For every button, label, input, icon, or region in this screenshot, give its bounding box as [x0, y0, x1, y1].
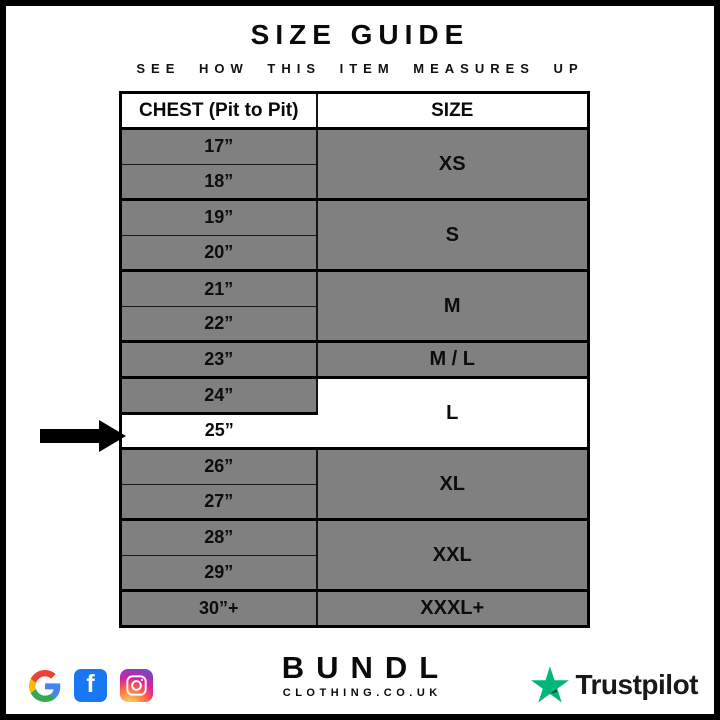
instagram-icon[interactable] [120, 669, 153, 702]
size-cell: XXXL+ [316, 590, 589, 628]
size-cell: XS [316, 128, 589, 202]
social-links: f [28, 669, 153, 702]
facebook-glyph: f [86, 670, 95, 698]
brand-logo: BUNDL CLOTHING.CO.UK [6, 650, 714, 699]
chest-cell: 28” [120, 519, 318, 556]
brand-tagline: CLOTHING.CO.UK [282, 687, 442, 699]
table-row: 24” L [120, 377, 589, 451]
trustpilot-label: Trustpilot [575, 668, 698, 700]
table-row: 28” XXL [120, 519, 589, 593]
chest-cell: 20” [120, 235, 318, 273]
row-indicator-arrow [40, 420, 126, 452]
size-table: CHEST (Pit to Pit) SIZE 17” XS 18” 19” S 20” 2… [119, 91, 590, 628]
chest-cell: 22” [120, 306, 318, 344]
chest-cell: 27” [120, 484, 318, 522]
chest-column-header: CHEST (Pit to Pit) [120, 92, 318, 130]
chest-cell: 17” [120, 128, 318, 165]
table-row: 18” [120, 164, 589, 202]
size-cell: XXL [316, 519, 589, 593]
table-row: 27” [120, 484, 589, 522]
size-cell: XL [316, 448, 589, 522]
facebook-icon[interactable]: f [74, 669, 107, 702]
table-row: 26” XL [120, 448, 589, 522]
size-cell: M [316, 270, 589, 344]
table-row: 20” [120, 235, 589, 273]
page-subtitle: SEE HOW THIS ITEM MEASURES UP [136, 61, 584, 76]
table-row: 23” M / L [120, 341, 589, 379]
chest-cell: 23” [120, 341, 318, 379]
table-row: 21” M [120, 270, 589, 344]
chest-cell: 30”+ [120, 590, 318, 628]
size-cell: L [316, 377, 589, 451]
size-column-header: SIZE [316, 92, 589, 130]
table-row: 17” XS [120, 128, 589, 202]
table-row: 19” S [120, 199, 589, 273]
chest-cell: 24” [120, 377, 318, 415]
google-icon[interactable] [28, 669, 61, 702]
table-row: 22” [120, 306, 589, 344]
page-title: SIZE GUIDE [250, 19, 470, 50]
size-cell: S [316, 199, 589, 273]
trustpilot-logo[interactable]: Trustpilot [531, 666, 698, 703]
chest-cell: 18” [120, 164, 318, 202]
size-cell: M / L [316, 341, 589, 379]
table-row: 30”+ XXXL+ [120, 590, 589, 628]
chest-cell: 19” [120, 199, 318, 236]
table-row: 25” [120, 413, 589, 451]
table-row: 29” [120, 555, 589, 593]
brand-name: BUNDL [281, 650, 451, 685]
size-table-body: 17” XS 18” 19” S 20” 21” M 22” 23” M / L 24” L 25” 26”… [120, 128, 589, 628]
chest-cell: 21” [120, 270, 318, 307]
table-header-row: CHEST (Pit to Pit) SIZE [120, 92, 589, 130]
chest-cell: 25” [120, 413, 317, 451]
chest-cell: 26” [120, 448, 318, 485]
trustpilot-star-icon [531, 666, 570, 703]
chest-cell: 29” [120, 555, 318, 593]
